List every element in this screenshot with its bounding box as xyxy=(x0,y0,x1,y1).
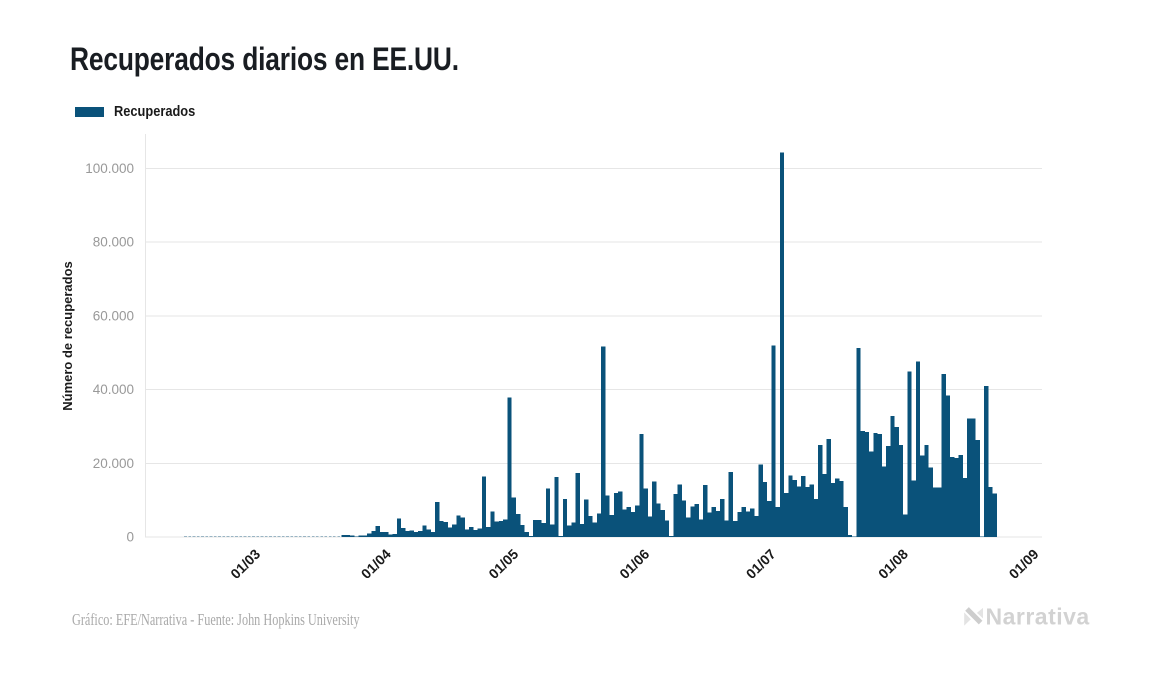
svg-text:Número de recuperados: Número de recuperados xyxy=(60,261,75,411)
svg-text:01/06: 01/06 xyxy=(616,546,652,582)
svg-text:20.000: 20.000 xyxy=(93,456,134,471)
svg-text:01/03: 01/03 xyxy=(227,546,263,582)
svg-text:80.000: 80.000 xyxy=(93,235,134,250)
svg-text:100.000: 100.000 xyxy=(85,161,134,176)
svg-text:01/09: 01/09 xyxy=(1006,546,1042,582)
svg-text:01/08: 01/08 xyxy=(875,546,911,582)
svg-text:01/04: 01/04 xyxy=(358,546,394,582)
svg-text:01/05: 01/05 xyxy=(485,546,521,582)
svg-text:0: 0 xyxy=(126,530,134,545)
svg-text:60.000: 60.000 xyxy=(93,308,134,323)
svg-text:Narrativa: Narrativa xyxy=(986,604,1090,630)
svg-text:01/07: 01/07 xyxy=(743,546,779,582)
svg-text:40.000: 40.000 xyxy=(93,382,134,397)
